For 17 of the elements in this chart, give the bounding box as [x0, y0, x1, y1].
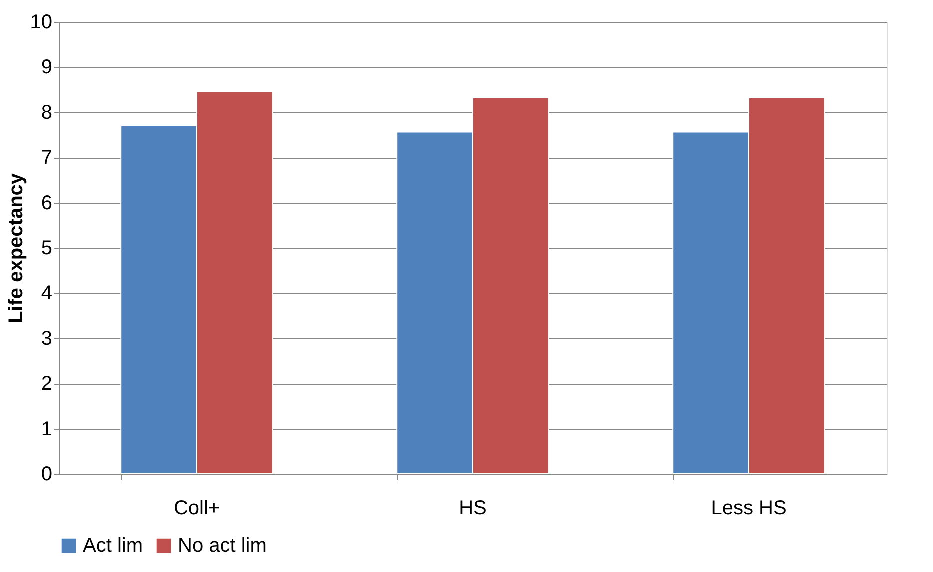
y-tick-label: 9	[41, 56, 52, 79]
y-tick-label: 5	[41, 238, 52, 260]
y-tick-label: 4	[41, 282, 52, 305]
y-tick-label: 0	[41, 464, 52, 486]
y-tick-label: 10	[30, 12, 52, 34]
x-tick-label: HS	[459, 498, 487, 520]
legend-label: Act lim	[83, 535, 143, 558]
x-tick-label: Coll+	[174, 498, 220, 520]
y-axis-title: Life expectancy	[5, 172, 28, 324]
x-tick-label: Less HS	[711, 498, 787, 520]
y-tick-label: 3	[41, 328, 52, 350]
y-tick-label: 6	[41, 192, 52, 214]
y-tick-label: 7	[41, 147, 52, 170]
y-tick-label: 2	[41, 373, 52, 396]
legend-label: No act lim	[178, 535, 267, 558]
y-tick-label: 8	[41, 102, 52, 124]
y-tick-label: 1	[41, 418, 52, 440]
